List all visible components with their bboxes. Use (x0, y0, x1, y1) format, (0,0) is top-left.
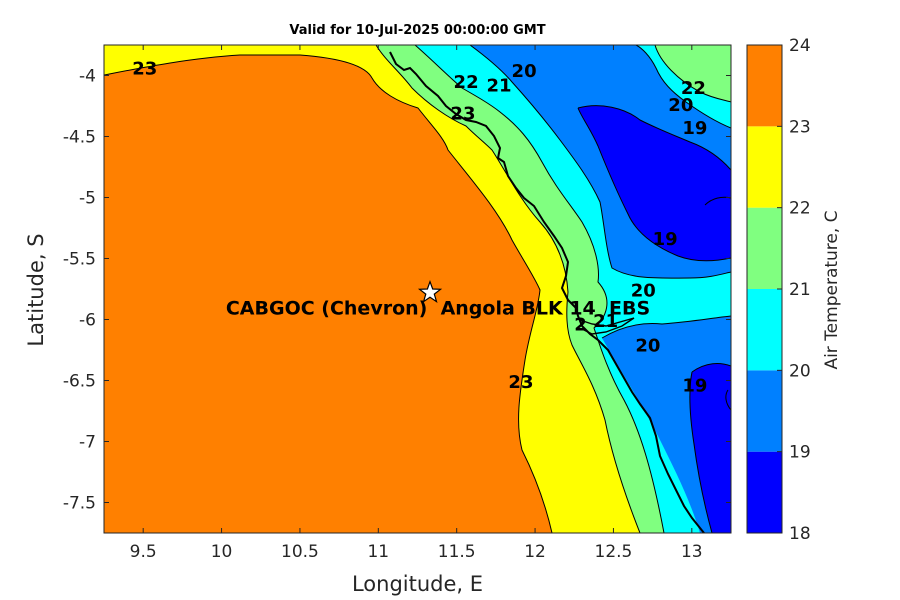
x-tick-label: 9.5 (130, 542, 157, 562)
y-tick-label: -6.5 (63, 372, 96, 392)
contour-lines (104, 45, 731, 533)
y-axis: -4 -4.5 -5 -5.5 -6 -6.5 -7 -7.5 (63, 67, 731, 514)
contour-label: 19 (653, 229, 678, 250)
y-tick-label: -6 (79, 311, 96, 331)
colorbar-label: Air Temperature, C (822, 210, 842, 370)
x-tick-label: 12.5 (595, 542, 633, 562)
coastline (389, 51, 705, 533)
colorbar-tick-label: 19 (789, 443, 811, 463)
contour-label: 20 (668, 95, 693, 116)
contour-label: 20 (512, 61, 537, 82)
y-tick-label: -7.5 (63, 494, 96, 514)
contour-label: 20 (635, 335, 660, 356)
station-layer: CABGOC (Chevron) Angola BLK 14 EBS (226, 279, 650, 320)
x-tick-label: 10 (211, 542, 233, 562)
contour-label: 22 (454, 72, 479, 93)
plot-frame (103, 44, 732, 534)
contour-label: 22 (681, 78, 706, 99)
star-icon (417, 279, 443, 304)
contour-label: 20 (631, 280, 656, 301)
colorbar-band (747, 126, 782, 208)
colorbar-band (747, 45, 782, 127)
y-tick-label: -7 (79, 433, 96, 453)
contour-label: 23 (450, 104, 475, 125)
colorbar-tick-label: 24 (789, 36, 811, 56)
y-tick-label: -4.5 (63, 128, 96, 148)
contour-label: 23 (132, 58, 157, 79)
band-21-22-ne (655, 45, 731, 102)
estuary (578, 317, 635, 335)
x-tick-label: 12 (524, 542, 546, 562)
station-label: CABGOC (Chevron) Angola BLK 14 EBS (226, 298, 650, 320)
band-18-19-north (578, 105, 731, 261)
contour-map (104, 45, 731, 533)
colorbar-band (747, 207, 782, 289)
colorbar-band (747, 451, 782, 533)
contour-label: 21 (593, 311, 618, 332)
y-tick-label: -5.5 (63, 250, 96, 270)
y-tick-label: -4 (79, 67, 96, 87)
contour-label: 19 (682, 118, 707, 139)
colorbar-band (747, 289, 782, 371)
colorbar-tick-label: 23 (789, 117, 811, 137)
y-tick-label: -5 (79, 189, 96, 209)
y-axis-label: Latitude, S (24, 233, 48, 347)
map-title: Valid for 10-Jul-2025 00:00:00 GMT (289, 23, 546, 38)
x-axis: 9.5 10 10.5 11 11.5 12 12.5 13 (130, 45, 703, 562)
colorbar-tick-label: 22 (789, 199, 811, 219)
contour-label: 19 (682, 376, 707, 397)
colorbar-tick-label: 21 (789, 280, 811, 300)
contour-label: 2 (574, 315, 587, 336)
colorbar: 18 19 20 21 22 23 24 (746, 36, 811, 544)
contour-label: 21 (486, 75, 511, 96)
x-tick-label: 11 (367, 542, 389, 562)
x-tick-label: 13 (681, 542, 703, 562)
x-tick-label: 11.5 (438, 542, 476, 562)
colorbar-tick-label: 18 (789, 524, 811, 544)
x-tick-label: 10.5 (281, 542, 319, 562)
colorbar-band (747, 370, 782, 452)
contour-label: 23 (508, 372, 533, 393)
x-axis-label: Longitude, E (351, 572, 484, 596)
colorbar-tick-label: 20 (789, 361, 811, 381)
band-18-19-south (689, 363, 731, 533)
